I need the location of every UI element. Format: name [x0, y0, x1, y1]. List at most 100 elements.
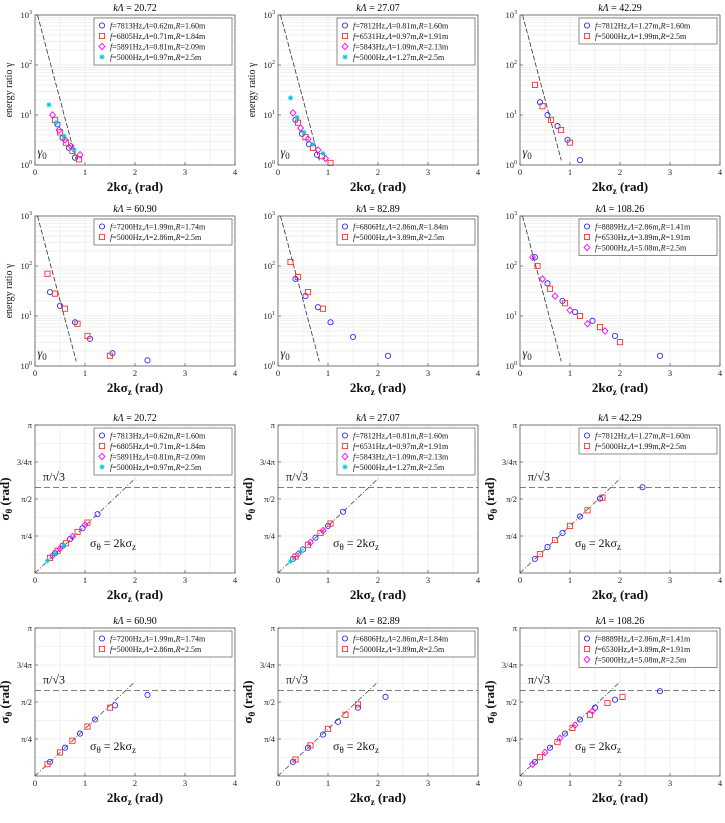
identity-label: σθ = 2kσz — [575, 536, 621, 552]
x-tick-label: 4 — [718, 778, 723, 788]
legend-entry: f=5843Hz,Λ=1.09m,R=2.13m — [353, 453, 449, 462]
data-point — [611, 696, 619, 703]
data-point — [76, 150, 84, 159]
data-point — [61, 133, 67, 139]
x-tick-label: 2 — [376, 368, 380, 378]
y-tick-label: 103 — [506, 10, 518, 20]
data-point — [557, 127, 565, 134]
series-circle — [531, 254, 664, 359]
y-tick-label: 101 — [264, 110, 276, 120]
gamma0-curve — [522, 14, 562, 161]
data-point — [307, 742, 314, 749]
data-point — [294, 114, 300, 120]
legend-box — [336, 218, 476, 246]
legend-marker — [341, 42, 349, 51]
y-tick-label: 101 — [264, 311, 276, 321]
x-tick-label: 1 — [326, 167, 330, 177]
legend-marker — [98, 645, 106, 653]
x-tick-label: 1 — [568, 778, 572, 788]
x-tick-label: 2 — [618, 575, 622, 585]
data-point — [531, 555, 539, 562]
x-tick-label: 0 — [33, 575, 37, 585]
panel-title: kΛ = 108.26 — [596, 616, 645, 627]
x-tick-label: 4 — [233, 575, 238, 585]
y-tick-label: 103 — [264, 211, 276, 221]
series-circle — [46, 289, 151, 364]
x-tick-label: 0 — [518, 575, 522, 585]
legend-marker — [341, 442, 349, 450]
data-point — [551, 292, 559, 300]
data-point — [310, 141, 316, 147]
legend-box — [336, 427, 476, 476]
legend-entry: f=7200Hz,Λ=1.99m,R=1.74m — [110, 223, 206, 232]
series-circle — [536, 99, 584, 164]
series-square — [531, 81, 574, 146]
y-tick-label: 102 — [21, 261, 33, 271]
data-point — [354, 704, 362, 711]
y-tick-label: π/2 — [264, 494, 275, 504]
data-point — [583, 319, 592, 328]
grid-lines — [520, 628, 720, 776]
y-tick-label: π/4 — [506, 531, 518, 541]
x-tick-label: 1 — [83, 167, 87, 177]
y-axis-label: energy ratio γ — [4, 263, 15, 318]
x-tick-label: 0 — [276, 778, 280, 788]
x-tick-label: 0 — [518, 167, 522, 177]
data-point — [556, 734, 564, 743]
data-point — [566, 306, 574, 315]
x-axis-label: 2kσz (rad) — [107, 380, 163, 397]
data-point — [554, 123, 561, 130]
data-point — [304, 289, 312, 296]
x-tick-label: 1 — [83, 368, 87, 378]
x-axis-label: 2kσz (rad) — [107, 587, 163, 604]
chart-panel-6: 0 1 2 3 4 100 101 102 103 kΛ = 108.26 2kσz (rad) γ0… — [506, 204, 723, 397]
legend-entry: f=8889Hz,Λ=2.86m,R=1.41m — [595, 223, 691, 232]
gamma0-curve — [280, 14, 320, 161]
y-axis-label: σθ (rad) — [240, 680, 257, 723]
legend-box — [578, 427, 718, 455]
data-point — [528, 760, 537, 769]
y-tick-label: 3/4π — [260, 457, 276, 467]
legend-marker — [98, 442, 106, 450]
data-point — [546, 744, 554, 751]
series-diamond — [294, 526, 327, 559]
legend-entry: f=7812Hz,Λ=0.81m,R=1.60m — [353, 432, 449, 441]
x-tick-label: 2 — [133, 368, 137, 378]
y-tick-label: 3/4π — [502, 660, 518, 670]
data-point — [301, 129, 307, 135]
x-tick-label: 1 — [568, 368, 572, 378]
legend-box — [578, 218, 718, 256]
legend-entry: f=7812Hz,Λ=1.27m,R=1.60m — [595, 22, 691, 31]
data-point — [656, 352, 664, 359]
grid-lines — [278, 628, 478, 776]
panel-title: kΛ = 20.72 — [113, 3, 157, 14]
legend-entry: f=6530Hz,Λ=3.89m,R=1.91m — [595, 645, 691, 654]
y-tick-label: 100 — [506, 160, 518, 170]
x-tick-label: 3 — [668, 575, 672, 585]
y-tick-label: π — [28, 623, 33, 633]
legend-marker — [341, 452, 349, 461]
legend-marker — [342, 464, 348, 470]
data-point — [536, 754, 544, 761]
x-tick-label: 4 — [476, 368, 481, 378]
gamma0-curve — [37, 215, 77, 362]
identity-label: σθ = 2kσz — [90, 536, 136, 552]
y-tick-label: π — [513, 420, 518, 430]
data-point — [541, 748, 549, 757]
series-diamond — [528, 253, 609, 335]
data-point — [298, 130, 306, 137]
data-point — [44, 558, 51, 564]
y-tick-label: 102 — [506, 261, 518, 271]
data-point — [76, 730, 84, 737]
series-star — [287, 549, 304, 564]
y-tick-label: π/4 — [21, 734, 33, 744]
identity-label: σθ = 2kσz — [333, 739, 379, 755]
legend-entry: f=6530Hz,Λ=3.89m,R=1.91m — [595, 233, 691, 242]
gamma0-label: γ0 — [38, 346, 48, 362]
data-point — [61, 135, 69, 144]
legend-box — [93, 218, 233, 246]
identity-label: σθ = 2kσz — [90, 739, 136, 755]
series-circle — [531, 688, 664, 765]
y-tick-label: 3/4π — [17, 457, 33, 467]
